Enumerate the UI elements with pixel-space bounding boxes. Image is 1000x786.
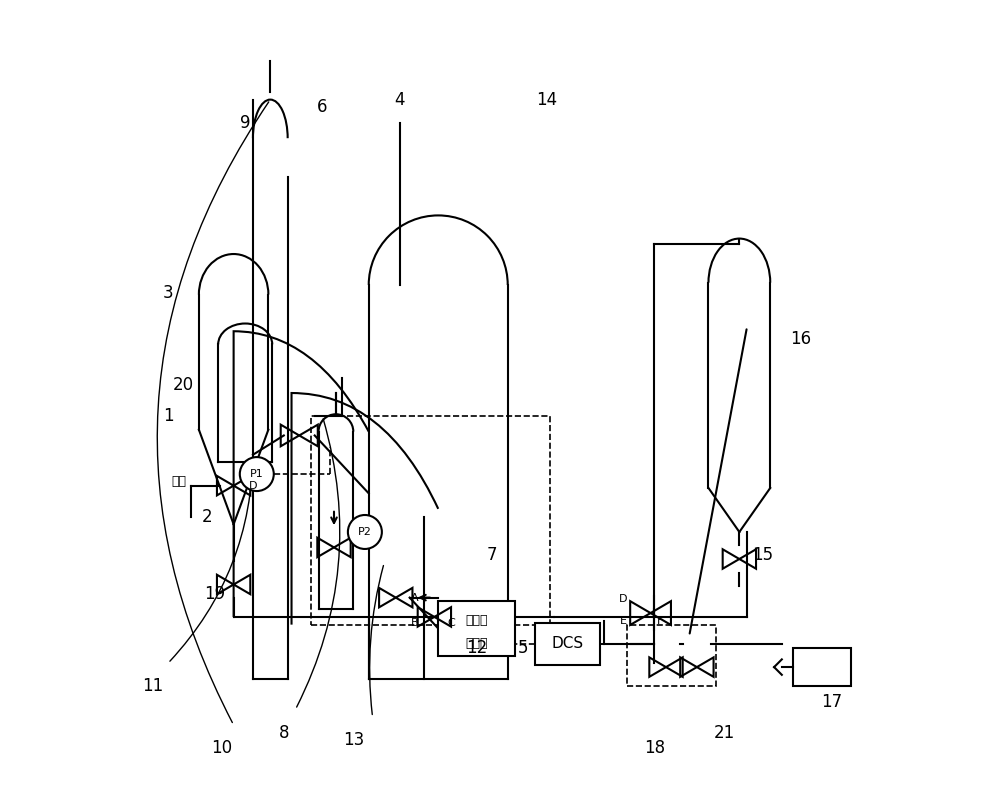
Text: 5: 5 xyxy=(518,639,528,657)
Text: 18: 18 xyxy=(644,739,665,757)
Bar xyxy=(627,625,716,686)
Text: C: C xyxy=(447,618,455,628)
Text: 4: 4 xyxy=(394,90,405,108)
Text: 11: 11 xyxy=(142,678,163,696)
Text: 3: 3 xyxy=(163,284,173,302)
Text: A: A xyxy=(411,593,419,603)
Text: P2: P2 xyxy=(358,527,372,537)
Text: D: D xyxy=(249,481,258,490)
Text: 19: 19 xyxy=(204,585,225,603)
Text: 16: 16 xyxy=(791,330,812,348)
Text: 21: 21 xyxy=(713,724,735,742)
Text: 10: 10 xyxy=(211,739,233,757)
Bar xyxy=(535,623,600,665)
Text: E: E xyxy=(620,615,627,626)
Text: 12: 12 xyxy=(466,639,487,657)
Text: DCS: DCS xyxy=(551,637,584,652)
Text: 8: 8 xyxy=(279,724,289,742)
Bar xyxy=(793,648,851,686)
Text: D: D xyxy=(619,594,628,604)
Text: 20: 20 xyxy=(173,376,194,395)
Text: P1: P1 xyxy=(250,469,264,479)
Circle shape xyxy=(240,457,274,491)
Text: F: F xyxy=(657,615,663,626)
Text: B: B xyxy=(411,618,419,628)
Text: 1: 1 xyxy=(163,407,173,425)
Circle shape xyxy=(348,515,382,549)
Text: 氮气: 氮气 xyxy=(172,476,187,488)
Bar xyxy=(311,416,550,625)
Text: 15: 15 xyxy=(752,546,773,564)
Text: 13: 13 xyxy=(343,732,364,749)
Text: 14: 14 xyxy=(536,90,557,108)
Bar xyxy=(438,601,515,656)
Text: 氮气循: 氮气循 xyxy=(466,615,488,627)
Text: 17: 17 xyxy=(821,692,843,711)
Text: 7: 7 xyxy=(487,546,498,564)
Text: 6: 6 xyxy=(317,98,328,116)
Text: 9: 9 xyxy=(240,114,250,132)
Text: 2: 2 xyxy=(201,508,212,526)
Text: 环系统: 环系统 xyxy=(466,637,488,651)
